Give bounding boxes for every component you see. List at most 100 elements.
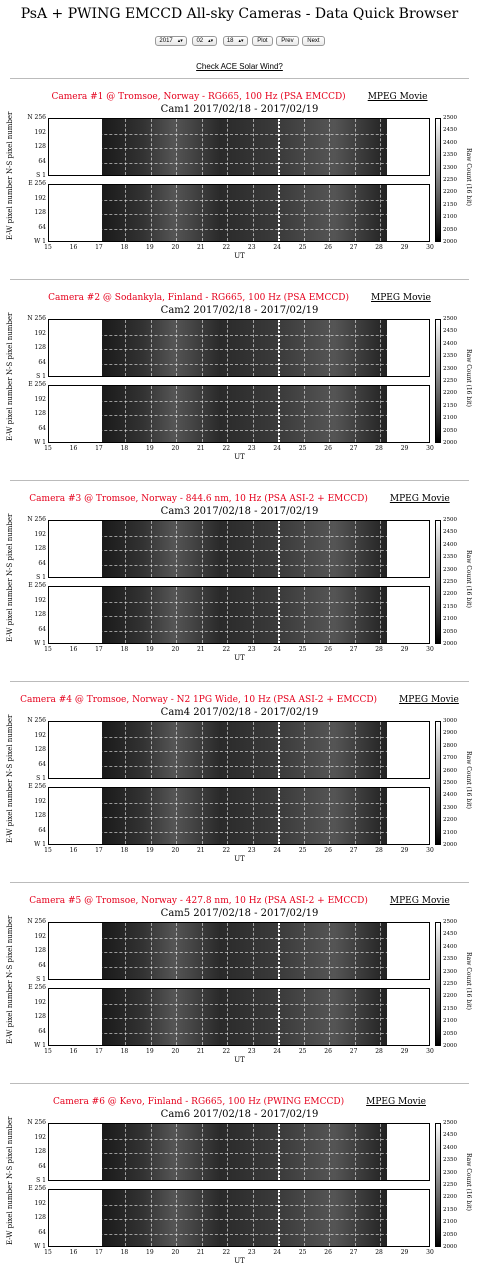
- colorbar-tick-label: 2350: [443, 554, 457, 561]
- prev-button[interactable]: Prev: [276, 36, 299, 46]
- x-tick-label: 17: [95, 847, 103, 854]
- section-divider: [10, 279, 469, 280]
- gridline: [150, 788, 152, 844]
- colorbar: [435, 520, 441, 644]
- next-button[interactable]: Next: [302, 36, 325, 46]
- gridline: [49, 601, 429, 603]
- gridline: [74, 788, 76, 844]
- mpeg-movie-link[interactable]: MPEG Movie: [367, 92, 428, 102]
- x-tick-label: 21: [196, 445, 205, 452]
- x-tick-label: 23: [247, 1048, 256, 1055]
- x-axis-title: UT: [234, 1257, 245, 1265]
- y-tick-label: 64: [38, 358, 46, 366]
- mpeg-movie-link[interactable]: MPEG Movie: [389, 494, 450, 504]
- camera-name: Camera #6 @ Kevo, Finland - RG665, 100 H…: [53, 1097, 345, 1107]
- day-select[interactable]: 18 ▴▾: [222, 36, 248, 46]
- colorbar-tick-label: 2000: [443, 1244, 457, 1250]
- gridline: [201, 722, 203, 778]
- x-tick-label: 26: [324, 847, 332, 854]
- gridline: [99, 1124, 101, 1180]
- colorbar-tick-label: 2350: [443, 353, 457, 360]
- colorbar-tick-label: 2200: [443, 591, 457, 598]
- gridline: [252, 386, 254, 442]
- gridline: [150, 587, 152, 643]
- y-tick-label: 64: [38, 157, 46, 165]
- gridline: [201, 320, 203, 376]
- ns-keogram: [48, 520, 430, 578]
- colorbar-tick-label: 2400: [443, 340, 457, 347]
- mpeg-movie-link[interactable]: MPEG Movie: [399, 695, 459, 705]
- plot-button[interactable]: Plot: [252, 36, 273, 46]
- camera-title: Camera #6 @ Kevo, Finland - RG665, 100 H…: [0, 1097, 479, 1107]
- section-divider: [10, 681, 469, 682]
- gridline: [49, 550, 429, 551]
- gridline: [150, 1124, 152, 1180]
- gridline: [49, 831, 429, 833]
- gridline: [329, 521, 331, 577]
- gridline: [303, 788, 305, 844]
- gridline: [74, 1124, 76, 1180]
- x-tick-label: 17: [95, 445, 103, 452]
- x-tick-label: 27: [349, 445, 358, 452]
- y-tick-label: S 1: [36, 373, 46, 380]
- gridline: [150, 923, 152, 979]
- gridline: [405, 1190, 407, 1246]
- gridline: [49, 1153, 429, 1154]
- ew-keogram: [48, 586, 430, 644]
- y-tick-label: 192: [34, 932, 46, 940]
- gridline: [49, 199, 429, 201]
- gridline: [150, 989, 152, 1045]
- y-tick-label: E 256: [28, 984, 46, 991]
- x-tick-label: 19: [146, 244, 154, 251]
- x-tick-label: 26: [324, 646, 332, 653]
- gridline: [49, 616, 429, 617]
- x-tick-label: 30: [426, 646, 434, 653]
- x-tick-label: 16: [69, 646, 78, 653]
- colorbar-tick-label: 2350: [443, 152, 457, 159]
- gridline: [227, 788, 229, 844]
- gridline: [329, 989, 331, 1045]
- y-tick-label: 64: [38, 559, 46, 567]
- gridline: [125, 119, 127, 175]
- gridline: [227, 587, 229, 643]
- y-tick-label: 128: [34, 143, 46, 150]
- camera-title: Camera #5 @ Tromsoe, Norway - 427.8 nm, …: [0, 896, 479, 906]
- colorbar-tick-label: 2100: [443, 1219, 457, 1226]
- year-select[interactable]: 2017 ▴▾: [155, 36, 187, 46]
- colorbar-tick-label: 2300: [443, 968, 457, 975]
- midnight-marker: [278, 722, 281, 778]
- colorbar-tick-label: 2000: [443, 440, 457, 446]
- ace-solar-wind-link[interactable]: Check ACE Solar Wind?: [196, 62, 283, 71]
- mpeg-movie-link[interactable]: MPEG Movie: [371, 293, 431, 303]
- gridline: [74, 722, 76, 778]
- gridline: [150, 1190, 152, 1246]
- ew-keogram: [48, 184, 430, 242]
- mpeg-movie-link[interactable]: MPEG Movie: [389, 896, 450, 906]
- colorbar-tick-label: 2050: [443, 1030, 457, 1037]
- x-tick-label: 15: [44, 1249, 52, 1256]
- colorbar-tick-label: 2050: [443, 628, 457, 635]
- colorbar-title: Raw Count (16 bit): [465, 952, 472, 1010]
- y-tick-label: 64: [38, 1228, 46, 1236]
- gridline: [380, 320, 382, 376]
- gridline: [176, 1190, 178, 1246]
- gridline: [252, 923, 254, 979]
- gridline: [49, 1233, 429, 1235]
- gridline: [329, 185, 331, 241]
- x-tick-label: 25: [298, 1249, 307, 1256]
- colorbar-tick-label: 2500: [443, 1120, 457, 1126]
- camera-subtitle: Cam1 2017/02/18 - 2017/02/19: [160, 104, 319, 115]
- gridline: [49, 415, 429, 416]
- mpeg-movie-link[interactable]: MPEG Movie: [366, 1097, 426, 1107]
- gridline: [99, 320, 101, 376]
- x-axis-title: UT: [234, 453, 245, 461]
- gridline: [380, 386, 382, 442]
- x-tick-label: 21: [196, 244, 205, 251]
- page-title: PsA + PWING EMCCD All-sky Cameras - Data…: [20, 6, 459, 22]
- y-tick-label: S 1: [36, 775, 46, 782]
- y-tick-label: 64: [38, 1027, 46, 1035]
- colorbar-tick-label: 2150: [443, 1206, 457, 1213]
- month-select[interactable]: 02 ▴▾: [192, 36, 218, 46]
- section-divider: [10, 882, 469, 883]
- gridline: [99, 923, 101, 979]
